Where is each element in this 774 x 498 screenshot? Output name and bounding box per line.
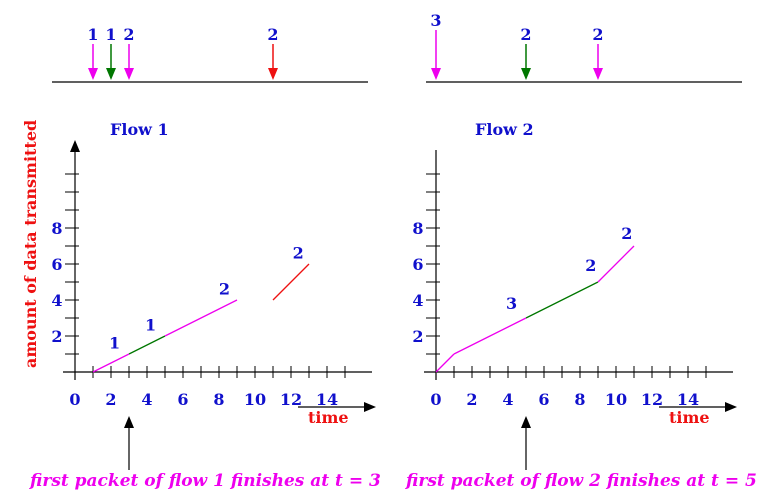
data-segment (525, 281, 599, 319)
x-tick-label: 0 (69, 390, 80, 409)
flow-2-title: Flow 2 (475, 120, 534, 139)
x-tick-label: 2 (105, 390, 116, 409)
arrival-arrow-head (88, 68, 98, 80)
x-tick-label: 6 (177, 390, 188, 409)
data-segment (128, 335, 166, 355)
arrival-arrow-head (106, 68, 116, 80)
arrival-label: 1 (87, 25, 98, 44)
time-arrow-head (364, 402, 376, 412)
flow-1-title: Flow 1 (110, 120, 169, 139)
y-axis-arrowhead (70, 140, 80, 152)
x-tick-label: 6 (538, 390, 549, 409)
x-tick-label: 14 (316, 390, 338, 409)
flow-1-panel: Flow 1 first packet of flow 1 finishes a… (21, 25, 381, 491)
arrival-arrow-head (268, 68, 278, 80)
y-tick-label: 8 (412, 219, 423, 238)
segment-label: 2 (621, 224, 632, 243)
y-tick-label: 6 (412, 255, 423, 274)
data-segment (435, 353, 455, 373)
x-tick-label: 8 (574, 390, 585, 409)
x-tick-label: 8 (213, 390, 224, 409)
segment-label: 1 (109, 334, 120, 353)
arrival-label: 2 (267, 25, 278, 44)
finish-arrow-head (124, 416, 134, 428)
x-tick-label: 12 (280, 390, 302, 409)
arrival-label: 2 (592, 25, 603, 44)
arrival-arrow-head (124, 68, 134, 80)
arrival-label: 2 (123, 25, 134, 44)
data-segment (453, 317, 527, 355)
data-segment (92, 353, 130, 373)
time-arrow-head (725, 402, 737, 412)
y-axis-label: amount of data transmitted (21, 120, 40, 368)
y-tick-label: 2 (51, 327, 62, 346)
data-segment (164, 299, 238, 337)
x-tick-label: 4 (141, 390, 152, 409)
flow-1-caption: first packet of flow 1 finishes at t = 3 (29, 471, 381, 491)
arrival-arrow-head (431, 68, 441, 80)
x-tick-label: 10 (244, 390, 266, 409)
y-tick-label: 2 (412, 327, 423, 346)
x-tick-label: 14 (677, 390, 699, 409)
data-segment (597, 245, 635, 283)
y-tick-label: 6 (51, 255, 62, 274)
x-tick-label: 4 (502, 390, 513, 409)
arrival-label: 1 (105, 25, 116, 44)
flow-2-panel: Flow 2 first packet of flow 2 finishes a… (405, 11, 757, 491)
segment-label: 2 (219, 280, 230, 299)
flow-2-caption: first packet of flow 2 finishes at t = 5 (405, 471, 757, 491)
segment-label: 1 (145, 316, 156, 335)
arrival-label: 3 (430, 11, 441, 30)
segment-label: 3 (506, 294, 517, 313)
arrival-label: 2 (520, 25, 531, 44)
finish-arrow-head (521, 416, 531, 428)
x-tick-label: 12 (641, 390, 663, 409)
y-tick-label: 8 (51, 219, 62, 238)
flow-1-time-label: time (308, 408, 349, 427)
arrival-arrow-head (521, 68, 531, 80)
arrival-arrow-head (593, 68, 603, 80)
data-segment (272, 263, 310, 301)
y-tick-label: 4 (412, 291, 423, 310)
x-tick-label: 2 (466, 390, 477, 409)
flow-2-time-label: time (669, 408, 710, 427)
segment-label: 2 (585, 256, 596, 275)
x-tick-label: 10 (605, 390, 627, 409)
segment-label: 2 (293, 244, 304, 263)
y-tick-label: 4 (51, 291, 62, 310)
x-tick-label: 0 (430, 390, 441, 409)
